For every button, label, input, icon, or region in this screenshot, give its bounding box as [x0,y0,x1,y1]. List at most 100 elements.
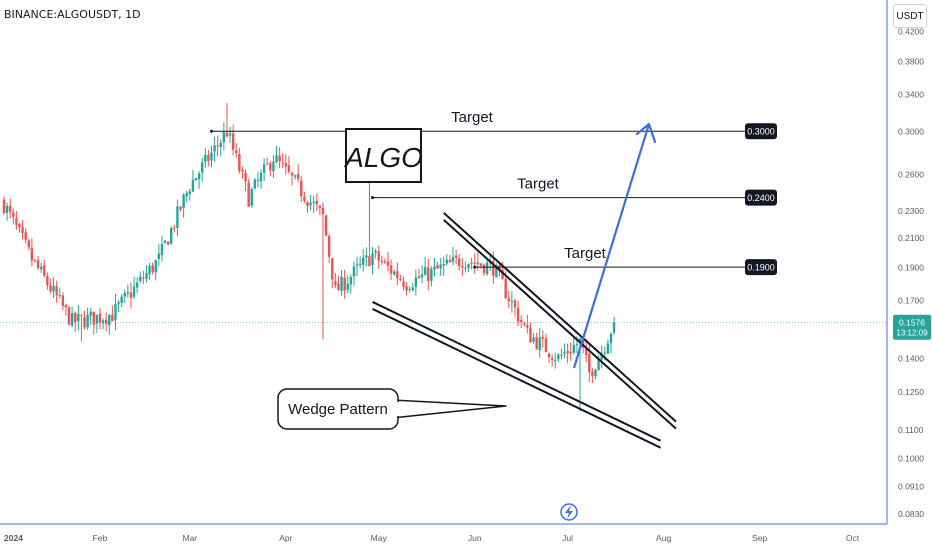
candle-body [241,170,244,172]
candle-body [315,200,318,205]
candle-body [535,337,538,349]
candle-body [352,266,356,277]
candle-body [578,337,582,344]
candle-body [411,287,414,290]
candle-body [272,161,275,172]
time-tick-label: Jul [562,533,573,543]
price-tick-label: 0.3400 [898,90,924,100]
candle-body [538,337,541,351]
candle-body [485,262,489,275]
candle-body [389,265,393,274]
candle-body [572,344,576,353]
candle-body [433,266,436,270]
projection-arrow-shaft [572,123,651,369]
candle-body [368,256,371,267]
candle-body [253,179,257,189]
candle-body [95,314,99,324]
candle-body [464,267,467,269]
price-tick-label: 0.4200 [898,27,924,37]
wedge-upper-line-inner [443,219,677,430]
candle-body [98,313,102,323]
candle-body [228,133,232,136]
candle-body [36,260,40,268]
candle-body [194,177,198,181]
candle-body [64,304,68,308]
candle-body [49,285,52,292]
candle-body [417,276,421,279]
candles [2,102,616,412]
price-tick-label: 0.3000 [898,127,924,137]
candle-body [101,320,105,324]
candle-body [430,268,433,281]
candle-body [532,337,535,342]
candle-body [526,325,529,328]
candle-body [392,271,396,275]
candle-body [157,253,161,259]
candle-body [238,154,241,172]
candle-body [182,194,185,209]
candle-body [145,272,148,279]
candle-body [77,314,80,321]
candle-body [132,286,136,297]
candle-body [207,154,210,162]
candle-body [523,323,526,325]
price-tick-label: 0.3800 [898,56,924,66]
candle-body [148,265,151,275]
target-price-badge [745,123,777,140]
candle-body [612,322,616,333]
candle-body [74,312,77,323]
candle-body [213,145,216,152]
candle-body [142,277,145,279]
candle-body [262,164,266,173]
candle-body [575,344,579,346]
candle-body [318,205,322,208]
candle-body [408,289,411,291]
candle-body [129,292,133,298]
candle-body [278,155,281,162]
current-price-badge [893,314,931,340]
candle-body [5,205,9,213]
currency-unit-button[interactable]: USDT [893,4,927,28]
candle-body [510,300,514,303]
candle-body [479,263,483,266]
lightning-glyph [565,505,573,519]
candle-body [120,296,123,303]
candle-body [114,304,117,321]
title-box [345,128,422,183]
candle-body [117,302,120,305]
candle-body [377,251,380,261]
candle-body [39,266,43,270]
candle-body [266,163,269,165]
candle-body [362,257,365,265]
candle-body [250,189,253,206]
candle-body [231,133,235,150]
candle-body [436,265,439,269]
candle-body [67,307,71,325]
candle-body [46,276,49,286]
candle-body [24,232,27,240]
candle-body [179,206,182,210]
callout-text: Wedge Pattern [288,401,388,418]
candle-body [495,265,498,278]
candle-body [321,207,325,215]
candle-body [504,278,507,299]
target-label: Target [517,176,560,193]
candle-body [210,152,213,161]
candle-body [284,163,288,167]
candle-body [451,256,455,262]
candle-body [513,300,517,308]
candle-body [566,350,569,354]
time-tick-label: 2024 [4,533,23,543]
candle-body [83,317,86,328]
candle-body [550,358,554,360]
candle-body [581,337,585,348]
target-price: 0.2400 [747,193,775,203]
candle-body [492,260,495,276]
drawings: Target 0.3000 Target 0.2400 Target 0.1900 ALGO… [0,109,887,449]
candle-body [163,240,167,243]
candle-body [355,264,359,266]
candle-body [256,180,260,182]
time-tick-label: Mar [182,533,197,543]
